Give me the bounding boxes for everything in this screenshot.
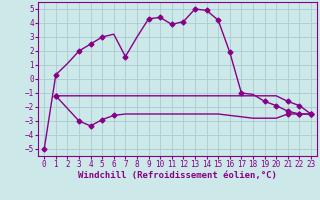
X-axis label: Windchill (Refroidissement éolien,°C): Windchill (Refroidissement éolien,°C) — [78, 171, 277, 180]
